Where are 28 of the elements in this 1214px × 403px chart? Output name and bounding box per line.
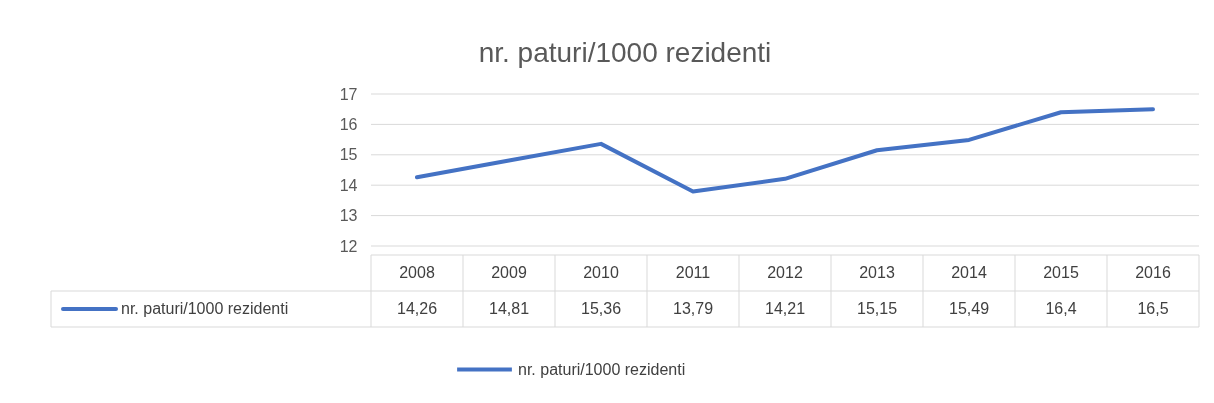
- y-tick-label: 15: [339, 146, 358, 164]
- data-label: 15,36: [580, 300, 622, 317]
- data-label: 16,5: [1137, 300, 1169, 317]
- y-tick-label: 12: [339, 237, 358, 255]
- data-label: 14,81: [488, 300, 530, 317]
- y-tick-label: 14: [339, 176, 358, 194]
- y-tick-label: 16: [339, 115, 358, 133]
- data-label: 15,15: [856, 300, 898, 317]
- y-tick-label: 17: [339, 85, 358, 103]
- data-label: 16,4: [1045, 300, 1077, 317]
- x-tick-label: 2008: [399, 264, 435, 281]
- x-tick-label: 2013: [859, 264, 895, 281]
- text: nr. paturi/1000 rezidenti: [518, 360, 686, 378]
- data-label: 15,49: [948, 300, 990, 317]
- x-tick-label: 2011: [675, 264, 711, 281]
- data-label: 14,21: [764, 300, 806, 317]
- x-tick-label: 2014: [951, 264, 987, 281]
- line-series: [415, 107, 1155, 194]
- x-tick-label: 2012: [767, 264, 803, 281]
- x-tick-label: 2015: [1043, 264, 1079, 281]
- x-tick-label: 2009: [491, 264, 527, 281]
- chart-title: nr. paturi/1000 rezidenti: [478, 37, 772, 68]
- legend-label: nr. paturi/1000 rezidenti: [121, 300, 289, 317]
- x-tick-label: 2016: [1135, 264, 1171, 281]
- x-tick-label: 2010: [583, 264, 619, 281]
- y-tick-label: 13: [339, 207, 358, 225]
- data-label: 13,79: [672, 300, 714, 317]
- data-label: 14,26: [396, 300, 438, 317]
